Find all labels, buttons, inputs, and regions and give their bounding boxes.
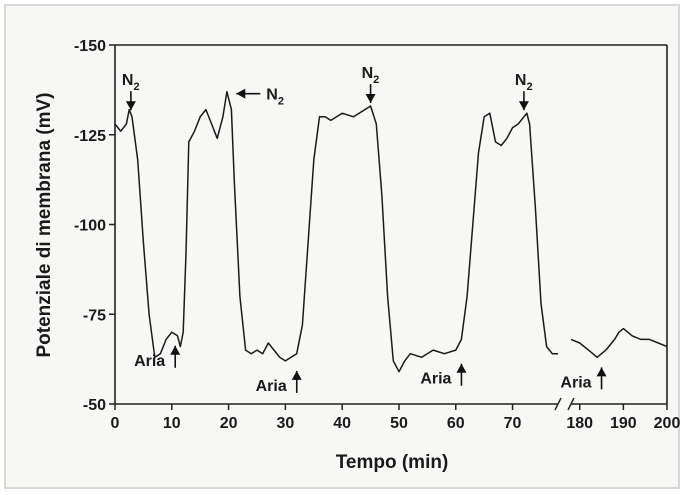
n2-label: N2: [122, 72, 140, 93]
n2-label: N2: [362, 65, 380, 86]
aria-label: Aria: [560, 374, 591, 391]
n2-label: N2: [266, 87, 284, 108]
n2-label: N2: [515, 72, 533, 93]
y-tick-label: -125: [74, 128, 106, 145]
aria-arrow-head: [456, 363, 467, 373]
aria-label: Aria: [420, 371, 451, 388]
aria-label: Aria: [256, 378, 287, 395]
x-tick-label: 20: [220, 415, 238, 432]
y-tick-label: -150: [74, 38, 106, 55]
axis-break-mark: [554, 397, 562, 411]
x-tick-label: 200: [654, 415, 681, 432]
annotations: N2 N2 N2 N2 Aria Aria Aria Aria: [122, 65, 607, 395]
n2-subscript: 2: [133, 81, 139, 93]
x-tick-label: 10: [163, 415, 181, 432]
n2-subscript: 2: [278, 96, 284, 108]
x-tick-label: 50: [390, 415, 408, 432]
x-tick-label: 0: [111, 415, 120, 432]
x-axis-title: Tempo (min): [336, 452, 449, 473]
n2-arrow-head: [365, 94, 376, 104]
aria-label: Aria: [134, 353, 165, 370]
x-tick-label: 180: [566, 415, 593, 432]
x-tick-label: 30: [276, 415, 294, 432]
x-tick-label: 40: [333, 415, 351, 432]
plot-area: [114, 90, 668, 373]
axis-break-mark: [567, 397, 575, 411]
series-line-1: [114, 90, 558, 373]
aria-arrow-head: [291, 370, 302, 380]
x-tick-label: 190: [610, 415, 637, 432]
series-line-2: [570, 327, 668, 359]
y-tick-label: -75: [83, 307, 106, 324]
x-tick-label: 70: [504, 415, 522, 432]
n2-arrow-head: [125, 101, 136, 111]
n2-subscript: 2: [373, 74, 379, 86]
y-axis-title: Potenziale di membrana (mV): [34, 92, 55, 357]
n2-arrow-head: [518, 101, 529, 111]
x-tick-label: 60: [447, 415, 465, 432]
n2-subscript: 2: [526, 81, 532, 93]
y-tick-label: -100: [74, 218, 106, 235]
y-tick-label: -50: [83, 397, 106, 414]
n2-arrow-head: [236, 88, 246, 99]
axes: -150 -125 -100 -75 -50 0 10 20 30 40 50 60 70 180 190 2…: [74, 38, 680, 432]
aria-arrow-head: [596, 367, 607, 377]
aria-arrow-head: [170, 345, 181, 355]
